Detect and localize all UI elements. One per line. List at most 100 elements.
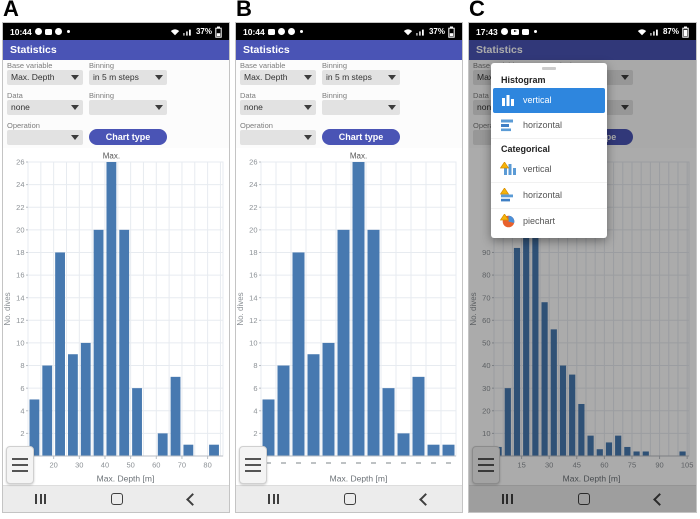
gallery-icon [267, 28, 275, 35]
app-title-bar: Statistics [469, 40, 696, 60]
dropdown-arrow-icon [621, 75, 629, 80]
recents-icon[interactable] [268, 494, 280, 504]
wifi-icon [403, 28, 413, 35]
app-title-bar: Statistics [236, 40, 462, 60]
vertical-bars-icon [502, 95, 514, 106]
bar-chart: 01020304050607080900153045607590105Max. … [469, 161, 694, 484]
speaker-icon [521, 28, 529, 35]
binning-label: Binning [89, 61, 115, 70]
popup-item-categorical-horizontal[interactable]: horizontal [491, 183, 607, 209]
svg-text:26: 26 [16, 158, 24, 167]
operation-label: Operation [473, 121, 506, 130]
svg-text:20: 20 [249, 225, 257, 234]
operation-dropdown[interactable] [7, 130, 83, 145]
binning-dropdown[interactable]: in 5 m steps [89, 70, 167, 85]
app-title-bar: Statistics [3, 40, 229, 60]
operation-dropdown[interactable] [240, 130, 316, 145]
phone-screenshot-c: 17:43 87% Statistics Base variable Binni… [468, 22, 697, 513]
svg-text:70: 70 [482, 293, 490, 302]
back-icon[interactable] [418, 492, 432, 506]
signal-icon [415, 29, 424, 36]
svg-text:14: 14 [249, 293, 257, 302]
wifi-icon [637, 28, 647, 35]
dropdown-arrow-icon [388, 105, 396, 110]
svg-text:16: 16 [16, 271, 24, 280]
android-nav-bar [236, 485, 462, 512]
battery-percent: 37% [195, 27, 212, 36]
popup-item-histogram-vertical[interactable]: vertical [493, 87, 605, 113]
binning2-label: Binning [89, 91, 115, 100]
histogram-chart-a: 024681012141618202224261020304050607080M… [3, 148, 229, 485]
dropdown-arrow-icon [155, 75, 163, 80]
svg-text:Max. Depth [m]: Max. Depth [m] [563, 474, 621, 484]
horizontal-bars-icon [501, 119, 513, 132]
clock: 10:44 [10, 26, 32, 37]
data-dropdown[interactable]: none [240, 100, 316, 115]
base-variable-dropdown[interactable]: Max. Depth [240, 70, 316, 85]
piechart-icon [500, 214, 515, 228]
dropdown-arrow-icon [304, 75, 312, 80]
phone-screenshot-a: 10:44 37% Statistics Base variable Binni… [2, 22, 230, 513]
panel-label: B [236, 0, 252, 21]
menu-fab-button[interactable] [239, 446, 267, 484]
status-bar: 17:43 87% [469, 23, 696, 40]
svg-text:14: 14 [16, 293, 24, 302]
back-icon[interactable] [185, 492, 199, 506]
youtube-icon [510, 28, 519, 35]
svg-text:4: 4 [253, 406, 257, 415]
recents-icon[interactable] [35, 494, 47, 504]
svg-text:4: 4 [20, 406, 24, 415]
binning2-label: Binning [322, 91, 348, 100]
menu-fab-button[interactable] [6, 446, 34, 484]
gallery-icon [44, 28, 52, 35]
chart-type-button[interactable]: Chart type [89, 129, 167, 145]
base-variable-dropdown[interactable]: Max. Depth [7, 70, 83, 85]
svg-text:40: 40 [482, 361, 490, 370]
svg-text:30: 30 [75, 461, 83, 470]
svg-text:6: 6 [20, 384, 24, 393]
svg-text:105: 105 [681, 461, 694, 470]
dropdown-arrow-icon [155, 105, 163, 110]
dropdown-arrow-icon [71, 135, 79, 140]
menu-fab-button[interactable] [472, 446, 500, 484]
whatsapp-icon [500, 28, 508, 35]
svg-text:No. dives: No. dives [3, 292, 12, 325]
panel-label: C [469, 0, 485, 21]
binning2-dropdown[interactable] [322, 100, 400, 115]
popup-grip [542, 67, 556, 70]
battery-icon [682, 26, 689, 38]
svg-text:18: 18 [16, 248, 24, 257]
android-nav-bar [469, 485, 696, 512]
svg-text:75: 75 [628, 461, 636, 470]
data-dropdown[interactable]: none [7, 100, 83, 115]
clock: 17:43 [476, 26, 498, 37]
svg-text:60: 60 [600, 461, 608, 470]
whatsapp-icon [277, 28, 285, 35]
svg-text:22: 22 [16, 203, 24, 212]
dropdown-arrow-icon [388, 75, 396, 80]
chart-type-button[interactable]: Chart type [322, 129, 400, 145]
notification-dot-icon [533, 30, 537, 33]
svg-text:80: 80 [203, 461, 211, 470]
home-icon[interactable] [110, 493, 123, 505]
popup-item-histogram-horizontal[interactable]: horizontal [491, 113, 607, 139]
svg-text:40: 40 [101, 461, 109, 470]
home-icon[interactable] [577, 493, 590, 505]
dropdown-arrow-icon [621, 105, 629, 110]
panel-label: A [3, 0, 19, 21]
battery-icon [215, 26, 222, 38]
recents-icon[interactable] [501, 494, 513, 504]
chart-type-popup: Histogram vertical horizontal Categorica… [491, 63, 607, 238]
battery-percent: 37% [428, 27, 445, 36]
binning2-dropdown[interactable] [89, 100, 167, 115]
svg-text:2: 2 [253, 429, 257, 438]
battery-percent: 87% [662, 27, 679, 36]
base-variable-label: Base variable [7, 61, 53, 70]
svg-text:22: 22 [249, 203, 257, 212]
home-icon[interactable] [343, 493, 356, 505]
svg-text:20: 20 [482, 406, 490, 415]
popup-item-categorical-vertical[interactable]: vertical [491, 157, 607, 183]
popup-item-categorical-piechart[interactable]: piechart [491, 209, 607, 234]
binning-dropdown[interactable]: in 5 m steps [322, 70, 400, 85]
svg-text:10: 10 [249, 339, 257, 348]
